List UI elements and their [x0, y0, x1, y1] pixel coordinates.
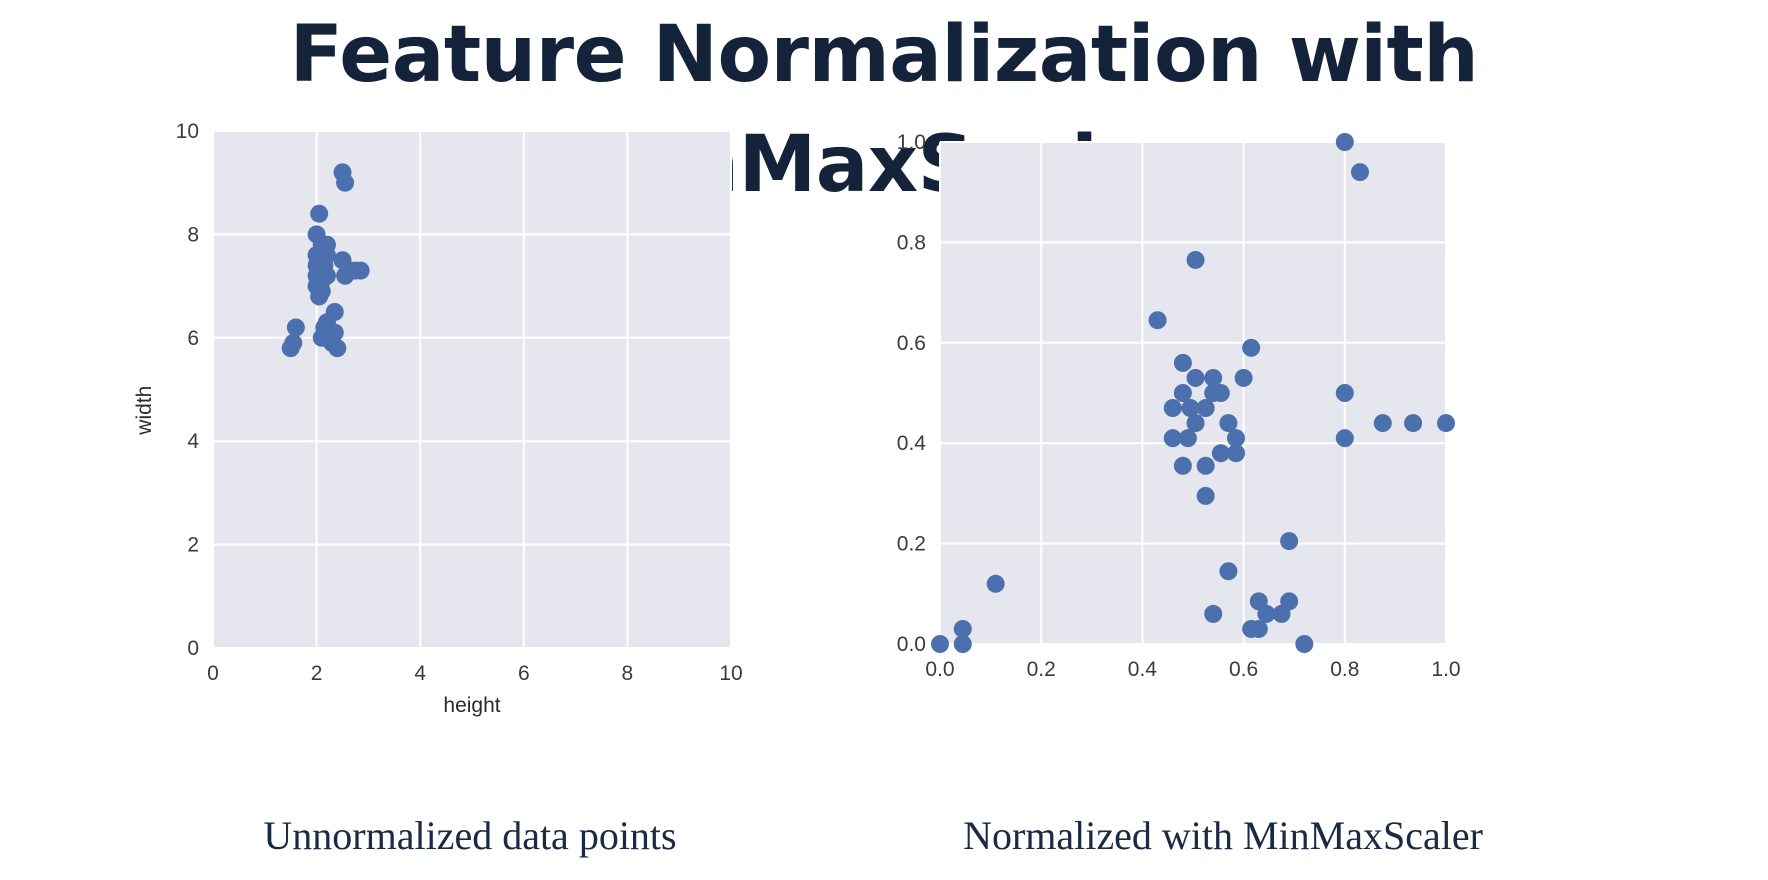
data-point	[1178, 429, 1197, 448]
x-tick-label: 6	[518, 662, 530, 685]
x-tick-label: 1.0	[1431, 658, 1460, 681]
caption-unnormalized: Unnormalized data points	[263, 813, 677, 858]
data-point	[325, 302, 344, 321]
plot-area-1	[940, 142, 1446, 644]
y-tick-label: 2	[187, 534, 199, 557]
chart-1: 0.0 0.2 0.4 0.6 0.8 1.0 0.0 0.2 0.4 0.6 0.8 1.0	[897, 131, 1461, 681]
data-point	[1196, 486, 1215, 505]
caption-normalized: Normalized with MinMaxScaler	[963, 813, 1483, 858]
data-point	[1227, 444, 1246, 463]
data-point	[986, 574, 1005, 593]
data-point	[1219, 414, 1238, 433]
y-axis-label: width	[133, 386, 156, 436]
x-tick-label: 0.6	[1229, 658, 1258, 681]
data-point	[1173, 384, 1192, 402]
data-point	[351, 261, 370, 280]
y-tick-label: 0	[187, 637, 199, 660]
data-point	[1196, 399, 1215, 418]
y-tick-label: 0.4	[897, 432, 927, 455]
data-point	[1350, 163, 1369, 182]
y-tick-label: 0.8	[897, 231, 926, 254]
data-point	[1186, 414, 1205, 433]
y-tick-label: 0.0	[897, 633, 926, 656]
y-tick-label: 0.2	[897, 533, 926, 556]
x-tick-label: 0.8	[1330, 658, 1359, 681]
data-point	[1219, 562, 1238, 581]
x-tick-label: 10	[719, 662, 742, 685]
data-point	[931, 635, 949, 653]
data-point	[284, 333, 303, 352]
data-point	[317, 246, 336, 265]
y-tick-label: 10	[176, 120, 199, 143]
data-point	[1335, 384, 1354, 402]
data-point	[1163, 429, 1182, 448]
data-point	[1257, 604, 1276, 623]
data-point	[328, 339, 347, 358]
data-point	[953, 619, 972, 638]
data-point	[1186, 250, 1205, 269]
data-point	[1242, 338, 1261, 357]
x-tick-label: 0.2	[1027, 658, 1056, 681]
data-point	[1173, 353, 1192, 372]
data-point	[1196, 456, 1215, 475]
plot-area-0	[213, 131, 731, 648]
data-point	[325, 323, 344, 342]
data-point	[1186, 368, 1205, 387]
data-point	[1204, 368, 1223, 387]
data-point	[1211, 384, 1230, 402]
x-tick-label: 0.4	[1128, 658, 1158, 681]
x-tick-label: 2	[311, 662, 323, 685]
data-point	[1272, 604, 1291, 623]
data-point	[1148, 311, 1167, 330]
x-tick-label: 4	[414, 662, 426, 685]
y-tick-label: 1.0	[897, 131, 926, 154]
data-point	[1373, 414, 1392, 433]
data-point	[317, 266, 336, 285]
data-point	[1437, 414, 1455, 433]
y-tick-label: 6	[187, 327, 199, 350]
data-point	[312, 282, 331, 301]
data-point	[953, 635, 972, 653]
data-point	[1335, 429, 1354, 448]
x-axis-label: height	[443, 694, 500, 717]
data-point	[1211, 444, 1230, 463]
x-tick-label: 0.0	[925, 658, 954, 681]
x-tick-label: 0	[207, 662, 219, 685]
data-point	[1335, 133, 1354, 151]
data-point	[310, 204, 329, 223]
y-tick-label: 4	[187, 430, 199, 453]
data-point	[1204, 604, 1223, 623]
data-point	[1173, 456, 1192, 475]
x-tick-label: 8	[622, 662, 634, 685]
data-point	[1280, 532, 1299, 551]
data-point	[1227, 429, 1246, 448]
data-point	[1163, 399, 1182, 418]
data-point	[286, 318, 305, 337]
data-point	[1295, 635, 1314, 653]
data-point	[1404, 414, 1423, 433]
data-point	[1181, 399, 1200, 418]
data-point	[1249, 619, 1268, 638]
y-tick-label: 0.6	[897, 332, 926, 355]
y-tick-label: 8	[187, 223, 199, 246]
data-point	[1234, 368, 1253, 387]
data-point	[336, 173, 355, 192]
chart-0: 0 2 4 6 8 10 0 2 4 6 8 10 height width	[133, 120, 743, 717]
